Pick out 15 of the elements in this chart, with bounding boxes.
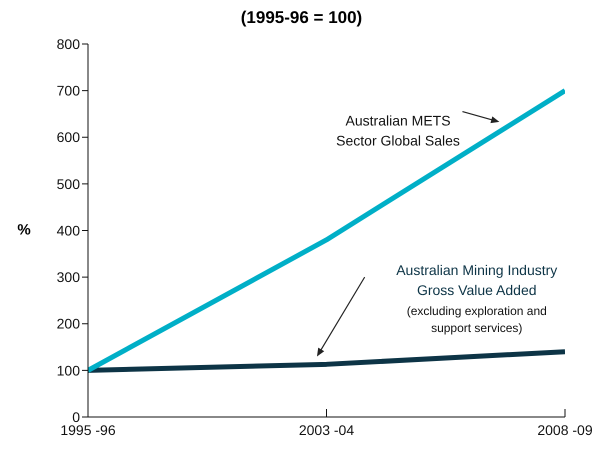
y-tick-label: 400 bbox=[56, 222, 80, 238]
annotation: (excluding exploration and support services) bbox=[406, 304, 547, 335]
x-tick-label: 2008 -09 bbox=[537, 422, 593, 438]
y-tick-label: 200 bbox=[56, 316, 80, 332]
y-tick-label: 300 bbox=[56, 269, 80, 286]
x-tick-label: 2003 -04 bbox=[298, 422, 354, 438]
chart-title: (1995-96 = 100) bbox=[240, 8, 364, 29]
y-tick-label: 100 bbox=[56, 362, 80, 378]
y-tick-label: 700 bbox=[56, 82, 80, 99]
y-axis-title: % bbox=[17, 221, 31, 238]
y-tick-label: 500 bbox=[56, 176, 80, 192]
series-label: Australian METS Sector Global Sales bbox=[336, 112, 460, 149]
y-tick-label: 600 bbox=[56, 129, 80, 146]
y-tick-label: 800 bbox=[56, 36, 80, 52]
text: Australian Mining Industry Gross Value Added bbox=[396, 262, 558, 298]
